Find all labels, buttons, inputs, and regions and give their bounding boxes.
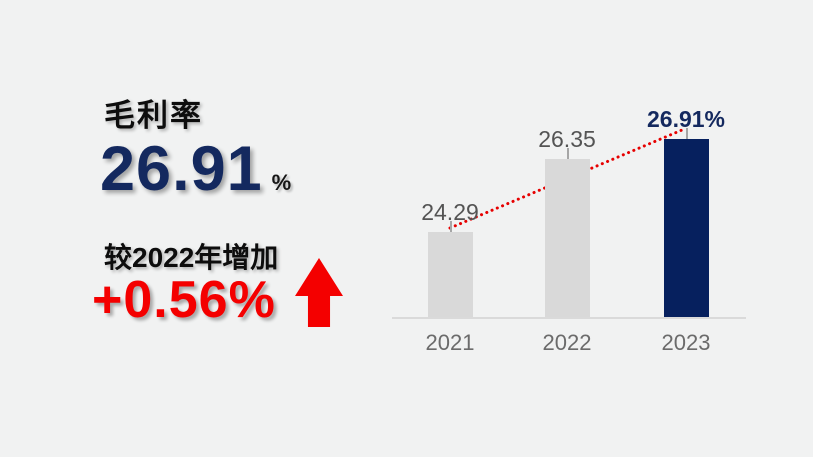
bar-value-label: 24.29 <box>421 199 479 225</box>
bar-2023 <box>663 139 709 317</box>
bar-value-label: 26.91% <box>646 106 725 132</box>
x-axis-label-2023: 2023 <box>661 330 711 355</box>
headline-unit: % <box>271 170 292 195</box>
headline-title: 毛利率 <box>104 98 203 133</box>
delta-label: 较2022年增加 <box>104 242 279 273</box>
x-axis-label-2021: 2021 <box>425 330 475 355</box>
delta-value: +0.56% <box>92 271 276 329</box>
label-leader-tick <box>567 148 569 159</box>
bar-2022 <box>544 159 590 317</box>
bar-2021 <box>427 232 473 317</box>
label-leader-tick <box>450 221 452 232</box>
x-axis-label-2022: 2022 <box>542 330 592 355</box>
headline-value-row: 26.91 % <box>100 133 291 205</box>
bar-value-label: 26.35 <box>538 126 596 152</box>
label-leader-tick <box>686 128 688 139</box>
x-axis-line <box>392 317 746 319</box>
headline-value: 26.91 <box>100 134 263 204</box>
